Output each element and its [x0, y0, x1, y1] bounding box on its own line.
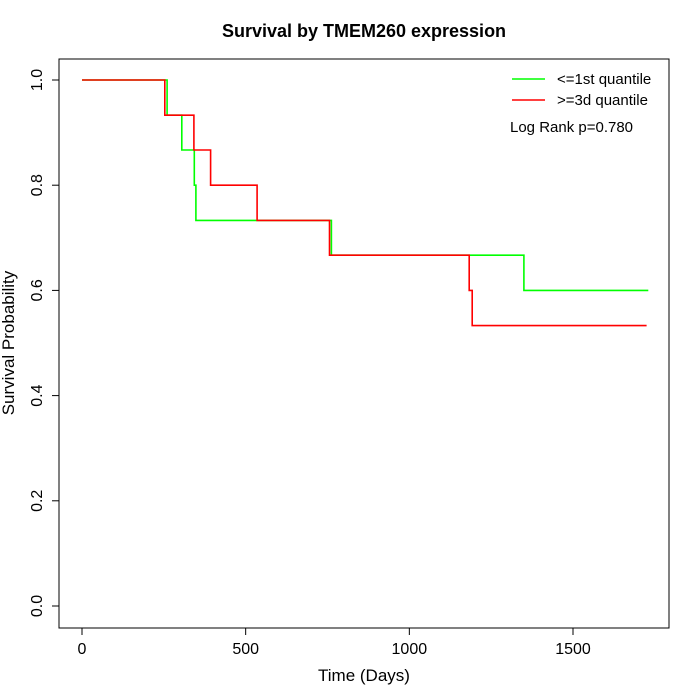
legend: <=1st quantile >=3d quantile [512, 71, 651, 109]
y-tick-label: 0.0 [29, 595, 46, 617]
chart-title: Survival by TMEM260 expression [222, 21, 506, 41]
survival-curve-low [82, 79, 649, 292]
y-tick-label: 0.2 [29, 490, 46, 512]
y-tick-label: 0.6 [29, 279, 46, 301]
y-tick-label: 1.0 [29, 69, 46, 91]
x-axis: 0 500 1000 1500 [78, 627, 591, 658]
survival-curves [82, 79, 649, 327]
x-tick-label: 1500 [555, 641, 591, 658]
legend-label-high: >=3d quantile [557, 92, 648, 109]
y-tick-label: 0.4 [29, 384, 46, 406]
x-axis-label: Time (Days) [318, 666, 410, 685]
log-rank-annotation: Log Rank p=0.780 [510, 119, 633, 136]
x-tick-label: 1000 [392, 641, 428, 658]
x-tick-label: 500 [232, 641, 259, 658]
y-axis-label: Survival Probability [0, 270, 18, 415]
legend-label-low: <=1st quantile [557, 71, 651, 88]
y-tick-label: 0.8 [29, 174, 46, 196]
plot-frame [58, 58, 670, 629]
x-tick-label: 0 [78, 641, 87, 658]
survival-curve-high [82, 79, 647, 327]
y-axis: 0.0 0.2 0.4 0.6 0.8 1.0 [29, 69, 60, 617]
